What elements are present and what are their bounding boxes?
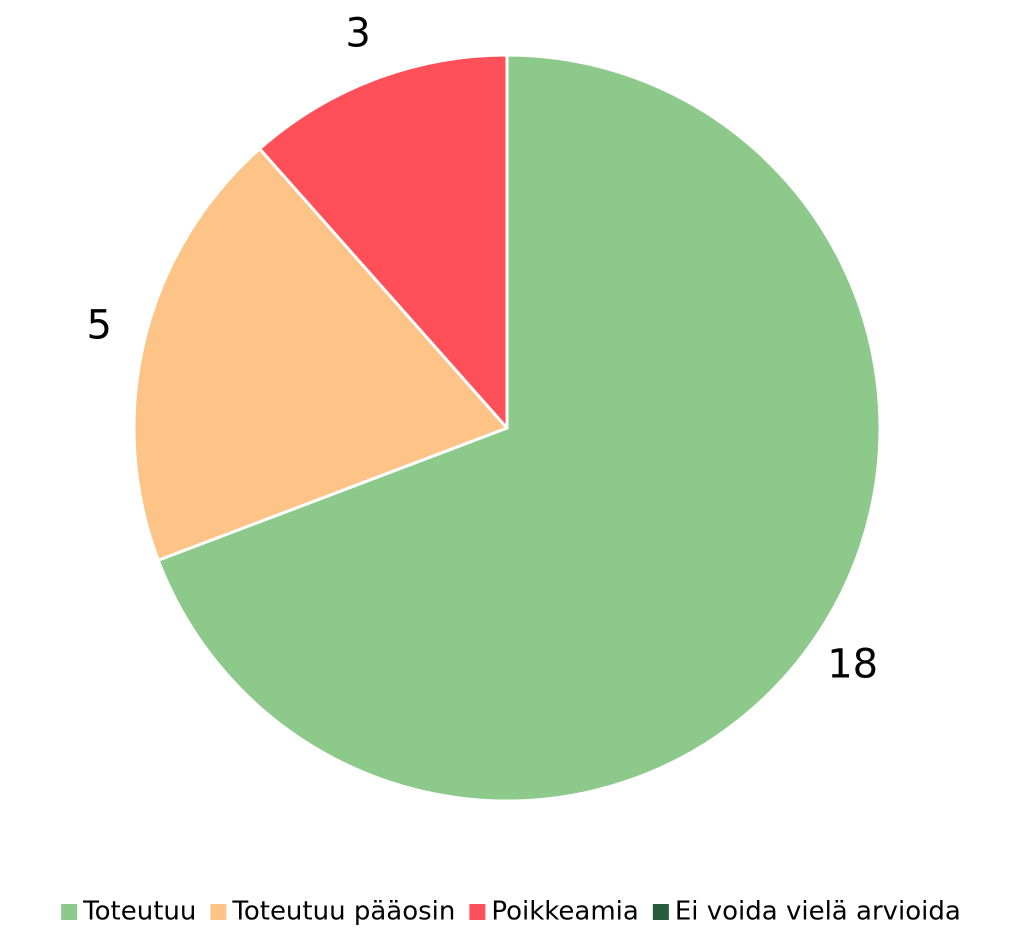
pie-slice — [132, 147, 509, 562]
legend-swatch — [210, 904, 227, 920]
pie-slice — [258, 53, 509, 430]
legend-swatch — [469, 904, 486, 920]
legend-swatch — [652, 904, 669, 920]
data-label: 18 — [827, 642, 878, 688]
data-label: 3 — [345, 10, 370, 56]
legend-swatch — [61, 904, 78, 920]
pie-slice — [156, 53, 882, 803]
legend-label: Ei voida vielä arvioida — [675, 897, 961, 927]
legend-label: Poikkeamia — [491, 897, 638, 927]
legend-label: Toteutuu — [82, 897, 196, 927]
legend-label: Toteutuu pääosin — [231, 897, 455, 927]
data-label: 5 — [86, 302, 111, 348]
